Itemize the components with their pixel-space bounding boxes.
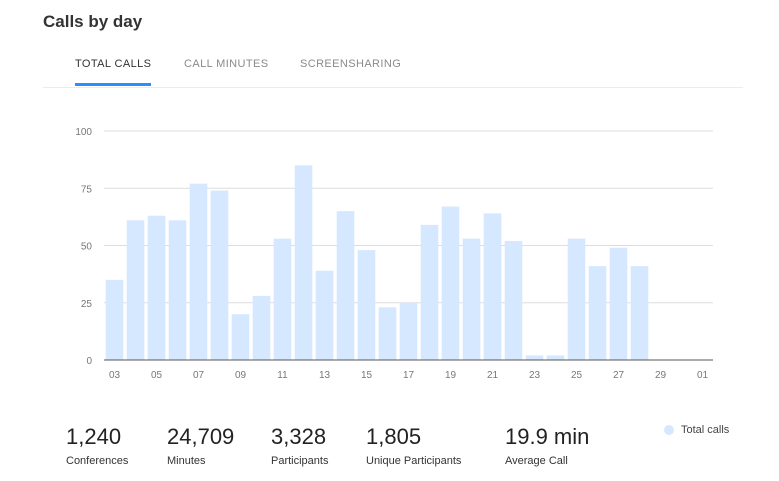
calls-bar-chart: 0 25 50 75 100 03 05 07 09 11 13 15 17 19 21 23 25 27 29 01 <box>75 127 713 381</box>
stat-minutes-value: 24,709 <box>167 424 235 449</box>
stat-participants: 3,328 Participants <box>271 424 328 467</box>
x-tick-label: 15 <box>361 370 373 381</box>
bar-10 <box>252 295 271 360</box>
y-tick-label: 100 <box>75 127 92 138</box>
bar-15 <box>357 250 376 360</box>
stat-unique-participants: 1,805 Unique Participants <box>366 424 461 467</box>
stat-minutes: 24,709 Minutes <box>167 424 234 467</box>
bar-22 <box>504 240 523 360</box>
stat-conferences-value: 1,240 <box>66 424 122 449</box>
x-tick-label: 17 <box>403 370 415 381</box>
bar-25 <box>567 238 586 360</box>
bar-17 <box>399 302 418 360</box>
tab-screensharing[interactable]: SCREENSHARING <box>300 58 402 70</box>
bar-09 <box>231 314 250 360</box>
bar-05 <box>147 215 166 360</box>
x-tick-label: 03 <box>109 370 121 381</box>
legend-swatch <box>664 425 674 435</box>
stat-average-call: 19.9 min Average Call <box>505 424 589 467</box>
legend-label: Total calls <box>681 424 730 436</box>
bar-08 <box>210 190 229 360</box>
x-tick-label: 21 <box>487 370 499 381</box>
stat-participants-value: 3,328 <box>271 424 327 449</box>
page-title: Calls by day <box>43 12 143 31</box>
x-tick-label: 23 <box>529 370 541 381</box>
bar-20 <box>462 238 481 360</box>
x-tick-label: 05 <box>151 370 163 381</box>
bar-21 <box>483 213 502 360</box>
y-tick-label: 0 <box>86 356 92 367</box>
stat-average-call-value: 19.9 min <box>505 424 590 449</box>
stat-average-call-label: Average Call <box>505 455 568 467</box>
chart-legend: Total calls <box>664 424 729 436</box>
stat-unique-participants-label: Unique Participants <box>366 455 462 467</box>
bar-19 <box>441 206 460 360</box>
bar-12 <box>294 165 313 360</box>
bar-16 <box>378 307 397 360</box>
bar-03 <box>105 279 124 360</box>
x-tick-label: 09 <box>235 370 247 381</box>
bar-13 <box>315 270 334 360</box>
bar-28 <box>630 266 649 360</box>
x-tick-label: 19 <box>445 370 457 381</box>
x-tick-label: 01 <box>697 370 709 381</box>
bar-18 <box>420 224 439 360</box>
bar-07 <box>189 183 208 360</box>
stat-unique-participants-value: 1,805 <box>366 424 422 449</box>
bar-06 <box>168 220 187 360</box>
x-tick-label: 07 <box>193 370 205 381</box>
bar-04 <box>126 220 145 360</box>
x-tick-label: 13 <box>319 370 331 381</box>
tab-call-minutes[interactable]: CALL MINUTES <box>184 58 269 70</box>
bar-26 <box>588 266 607 360</box>
x-tick-label: 25 <box>571 370 583 381</box>
bar-11 <box>273 238 292 360</box>
stat-minutes-label: Minutes <box>167 455 206 467</box>
x-tick-label: 11 <box>277 370 288 381</box>
x-tick-label: 27 <box>613 370 625 381</box>
bar-14 <box>336 211 355 360</box>
y-tick-label: 25 <box>81 299 93 310</box>
bar-27 <box>609 247 628 360</box>
bar-23 <box>525 355 544 360</box>
y-tick-label: 75 <box>81 184 93 195</box>
y-tick-label: 50 <box>81 242 93 253</box>
tab-bar: TOTAL CALLS CALL MINUTES SCREENSHARING <box>43 56 743 88</box>
tab-total-calls[interactable]: TOTAL CALLS <box>75 56 152 86</box>
x-tick-label: 29 <box>655 370 667 381</box>
stat-participants-label: Participants <box>271 455 329 467</box>
stat-conferences: 1,240 Conferences <box>66 424 128 467</box>
stat-conferences-label: Conferences <box>66 455 129 467</box>
bar-24 <box>546 355 565 360</box>
